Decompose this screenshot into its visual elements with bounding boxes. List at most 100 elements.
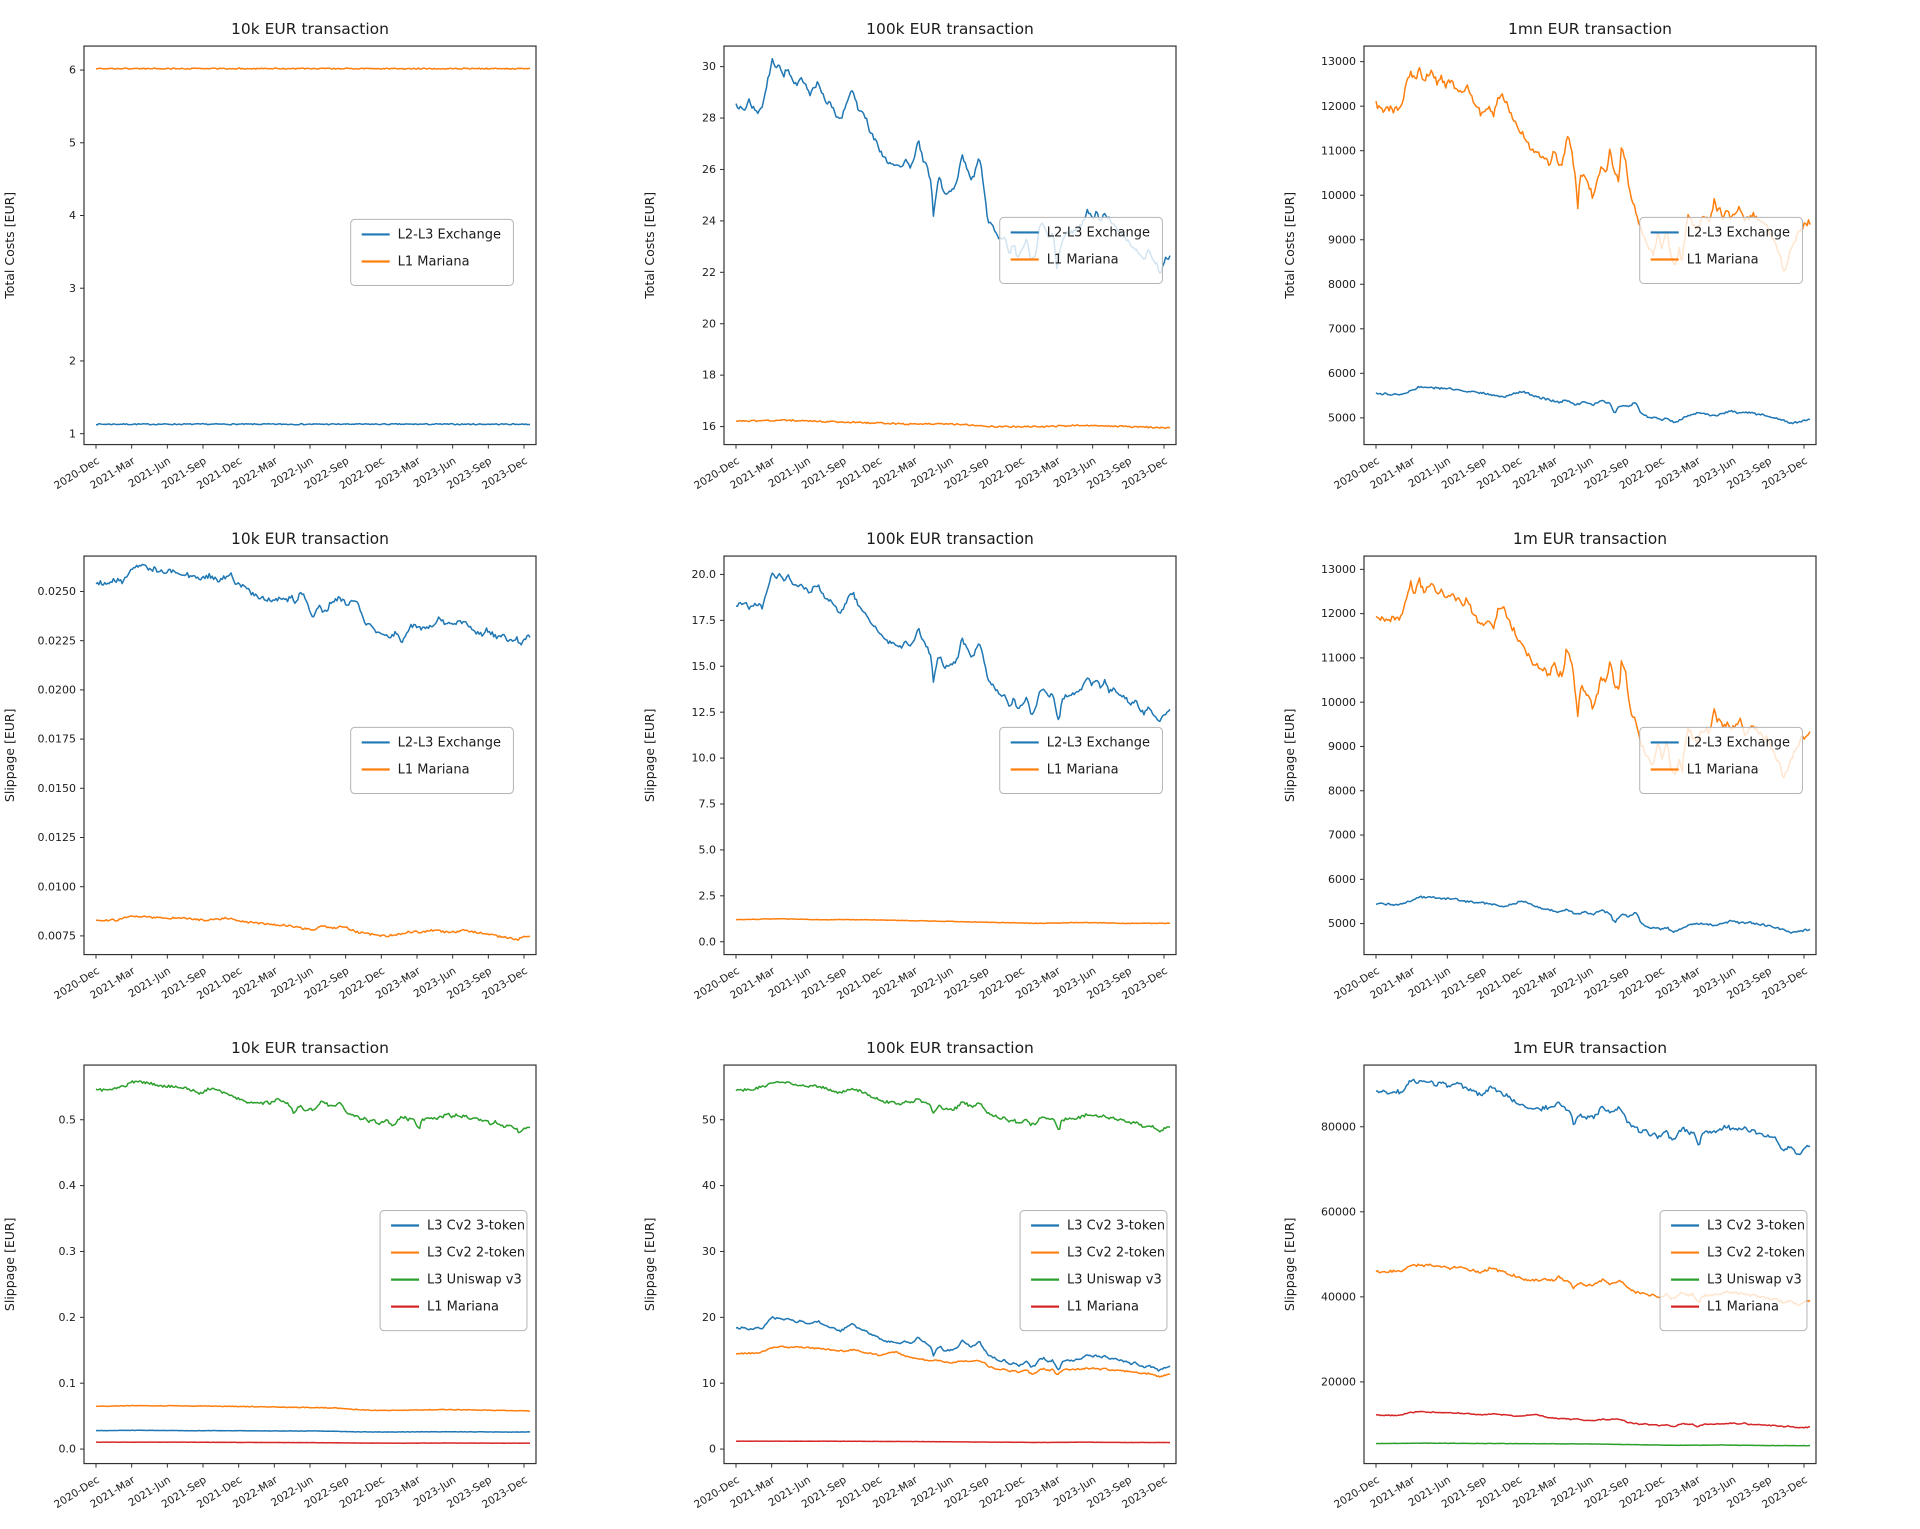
x-axis-ticks: 2020-Dec2021-Mar2021-Jun2021-Sep2021-Dec… xyxy=(1332,1463,1810,1511)
y-tick-label: 24 xyxy=(702,214,716,227)
y-axis-ticks: 0.0 2.5 5.0 7.5 10.0 12.5 15.0 17.5 20.0 xyxy=(692,568,724,948)
legend-label: L2-L3 Exchange xyxy=(398,227,501,242)
chart-title: 100k EUR transaction xyxy=(866,20,1034,38)
y-tick-label: 0.0125 xyxy=(38,831,76,844)
series-line-l3-cv2-3-token xyxy=(735,1316,1171,1373)
chart-cell-total-costs-100k: 100k EUR transaction Total Costs [EUR] 16 1… xyxy=(640,0,1280,510)
y-axis-label: Total Costs [EUR] xyxy=(2,192,17,300)
series-line-l2-l3-exchange xyxy=(735,57,1171,274)
y-tick-label: 40 xyxy=(702,1180,716,1193)
legend: L3 Cv2 3-token L3 Cv2 2-token L3 Uniswap v… xyxy=(1019,1210,1168,1332)
series-line-l1-mariana xyxy=(1375,1410,1811,1429)
legend-label: L2-L3 Exchange xyxy=(398,735,501,750)
legend-label: L3 Cv2 3-token xyxy=(1707,1219,1805,1234)
y-tick-label: 40000 xyxy=(1321,1291,1356,1304)
y-tick-label: 10000 xyxy=(1321,189,1356,202)
chart-total-costs-1mn: 1mn EUR transaction Total Costs [EUR] 5000… xyxy=(1282,20,1817,492)
y-tick-label: 16 xyxy=(702,420,716,433)
axes-frame xyxy=(1363,45,1817,446)
x-axis-ticks: 2020-Dec2021-Mar2021-Jun2021-Sep2021-Dec… xyxy=(1332,954,1810,1002)
x-axis-ticks: 2020-Dec2021-Mar2021-Jun2021-Sep2021-Dec… xyxy=(692,444,1170,492)
legend-label: L2-L3 Exchange xyxy=(1047,735,1150,750)
y-tick-label: 3 xyxy=(69,282,76,295)
legend-label: L3 Uniswap v3 xyxy=(1707,1273,1802,1288)
y-axis-ticks: 0 10 20 30 40 50 xyxy=(702,1114,724,1456)
y-tick-label: 0.4 xyxy=(59,1180,76,1193)
legend: L2-L3 Exchange L1 Mariana xyxy=(350,218,514,286)
y-tick-label: 60000 xyxy=(1321,1206,1356,1219)
legend: L2-L3 Exchange L1 Mariana xyxy=(999,726,1163,794)
legend-label: L1 Mariana xyxy=(1687,252,1759,267)
chart-title: 10k EUR transaction xyxy=(231,1039,389,1057)
y-tick-label: 0.0225 xyxy=(38,634,76,647)
legend: L3 Cv2 3-token L3 Cv2 2-token L3 Uniswap v… xyxy=(1659,1210,1808,1332)
legend: L2-L3 Exchange L1 Mariana xyxy=(999,216,1163,285)
x-axis-ticks: 2020-Dec2021-Mar2021-Jun2021-Sep2021-Dec… xyxy=(52,954,530,1002)
y-tick-label: 5.0 xyxy=(699,843,716,856)
series-line-l3-cv2-2-token xyxy=(95,1404,531,1413)
axes-frame xyxy=(83,555,537,955)
y-tick-label: 0.0150 xyxy=(38,782,76,795)
y-tick-label: 11000 xyxy=(1321,144,1356,157)
y-tick-label: 5000 xyxy=(1328,411,1356,424)
legend-box xyxy=(379,1210,528,1332)
chart-cell-slippage-1m: 1m EUR transaction Slippage [EUR] 5000 6000… xyxy=(1280,510,1920,1020)
y-axis-ticks: 1 2 3 4 5 6 xyxy=(69,64,84,440)
series-lines xyxy=(95,563,531,941)
y-tick-label: 0.2 xyxy=(59,1311,76,1324)
y-tick-label: 7000 xyxy=(1328,828,1356,841)
y-axis-label: Slippage [EUR] xyxy=(1282,1218,1297,1312)
series-line-l1-mariana xyxy=(95,914,531,941)
legend-label: L1 Mariana xyxy=(1047,252,1119,267)
series-lines xyxy=(1375,576,1811,934)
y-tick-label: 13000 xyxy=(1321,563,1356,576)
y-axis-ticks: 5000 6000 7000 8000 9000 10000 11000 12000 13000 xyxy=(1321,55,1364,424)
series-line-l1-mariana xyxy=(1375,576,1811,779)
y-tick-label: 0.0200 xyxy=(38,683,76,696)
chart-cell-total-costs-1mn: 1mn EUR transaction Total Costs [EUR] 5000… xyxy=(1280,0,1920,510)
legend-label: L1 Mariana xyxy=(1707,1300,1779,1315)
y-tick-label: 6 xyxy=(69,64,76,77)
y-tick-label: 18 xyxy=(702,369,716,382)
series-lines xyxy=(95,1080,531,1445)
chart-title: 100k EUR transaction xyxy=(866,530,1034,548)
legend-label: L1 Mariana xyxy=(427,1300,499,1315)
series-line-l3-cv2-3-token xyxy=(95,1429,531,1434)
y-tick-label: 7000 xyxy=(1328,322,1356,335)
series-lines xyxy=(735,1081,1171,1444)
x-axis-ticks: 2020-Dec2021-Mar2021-Jun2021-Sep2021-Dec… xyxy=(52,444,530,492)
legend-label: L3 Cv2 2-token xyxy=(427,1246,525,1261)
chart-amm-slippage-100k: 100k EUR transaction Slippage [EUR] 0 10 20 3… xyxy=(642,1039,1177,1511)
chart-amm-slippage-1m: 1m EUR transaction Slippage [EUR] 20000 400… xyxy=(1282,1039,1817,1511)
y-tick-label: 30 xyxy=(702,1245,716,1258)
y-tick-label: 0.3 xyxy=(59,1245,76,1258)
y-axis-label: Slippage [EUR] xyxy=(2,708,17,802)
axes-frame xyxy=(723,1064,1177,1465)
x-axis-ticks: 2020-Dec2021-Mar2021-Jun2021-Sep2021-Dec… xyxy=(1332,444,1810,492)
series-lines xyxy=(1375,66,1811,425)
legend-box xyxy=(999,216,1163,285)
y-tick-label: 1 xyxy=(69,427,76,440)
y-tick-label: 6000 xyxy=(1328,873,1356,886)
legend-label: L3 Cv2 3-token xyxy=(427,1219,525,1234)
series-line-l2-l3-exchange xyxy=(95,422,531,426)
chart-cell-amm-slippage-100k: 100k EUR transaction Slippage [EUR] 0 10 20 3… xyxy=(640,1019,1280,1529)
chart-cell-slippage-10k: 10k EUR transaction Slippage [EUR] 0.0075 0… xyxy=(0,510,640,1020)
chart-cell-slippage-100k: 100k EUR transaction Slippage [EUR] 0.0 2.5… xyxy=(640,510,1280,1020)
y-tick-label: 10000 xyxy=(1321,695,1356,708)
chart-title: 10k EUR transaction xyxy=(231,20,389,38)
y-tick-label: 0.0100 xyxy=(38,880,76,893)
y-tick-label: 0.0075 xyxy=(38,929,76,942)
y-tick-label: 22 xyxy=(702,266,716,279)
y-axis-ticks: 20000 40000 60000 80000 xyxy=(1321,1121,1364,1389)
series-line-l1-mariana xyxy=(1375,66,1811,272)
series-line-l1-mariana xyxy=(96,1441,531,1445)
legend: L2-L3 Exchange L1 Mariana xyxy=(1639,726,1803,794)
y-axis-ticks: 0.0075 0.0100 0.0125 0.0150 0.0175 0.0200 0.02… xyxy=(38,585,84,942)
legend-label: L1 Mariana xyxy=(1687,762,1759,777)
y-tick-label: 20000 xyxy=(1321,1376,1356,1389)
x-axis-ticks: 2020-Dec2021-Mar2021-Jun2021-Sep2021-Dec… xyxy=(52,1463,530,1511)
series-line-l3-uniswap-v3 xyxy=(735,1081,1171,1133)
series-line-l1-mariana xyxy=(95,67,531,70)
